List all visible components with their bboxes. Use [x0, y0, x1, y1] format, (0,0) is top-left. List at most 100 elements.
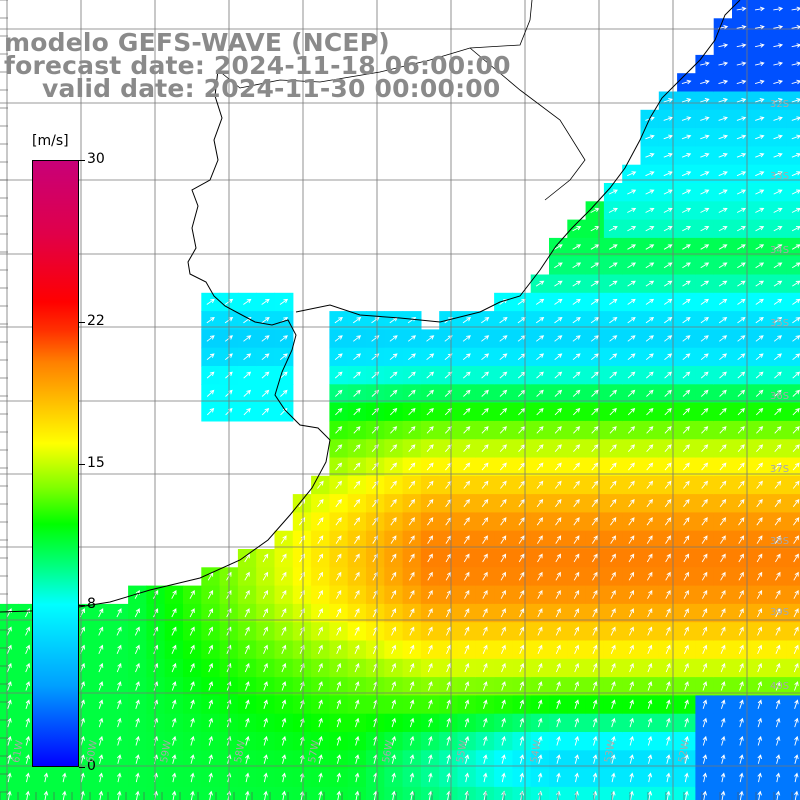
- wind-arrow: [775, 644, 781, 654]
- wind-arrow: [446, 699, 451, 709]
- wind-arrow: [335, 462, 343, 471]
- wind-arrow: [280, 553, 287, 563]
- wind-arrow: [554, 426, 562, 434]
- wind-arrow: [408, 498, 416, 508]
- wind-arrow: [684, 662, 689, 673]
- wind-arrow: [737, 280, 746, 287]
- wind-arrow: [555, 553, 561, 563]
- colorbar-tick-mark: [79, 160, 85, 161]
- wind-arrow: [535, 280, 545, 287]
- wind-arrow: [683, 626, 689, 636]
- title-forecast-date: forecast date: 2024-11-18 06:00:00: [4, 51, 511, 80]
- colorbar-tick-mark: [79, 322, 85, 323]
- wind-arrow: [664, 426, 672, 434]
- wind-arrow: [261, 353, 270, 361]
- wind-arrow: [664, 517, 672, 526]
- wind-arrow: [281, 662, 287, 673]
- wind-arrow: [80, 717, 85, 728]
- wind-arrow: [245, 790, 250, 800]
- wind-arrow: [720, 662, 726, 673]
- wind-arrow: [208, 772, 213, 783]
- wind-arrow: [774, 535, 781, 544]
- wind-arrow: [647, 772, 653, 783]
- wind-arrow: [464, 589, 470, 599]
- wind-arrow: [556, 735, 561, 746]
- wind-arrow: [408, 371, 416, 379]
- wind-arrow: [756, 553, 763, 563]
- wind-arrow: [98, 662, 104, 673]
- wind-arrow: [572, 298, 581, 305]
- wind-arrow: [701, 480, 708, 489]
- wind-arrow: [755, 317, 764, 324]
- wind-arrow: [663, 116, 674, 121]
- wind-arrow: [391, 772, 396, 783]
- wind-arrow: [336, 735, 342, 746]
- wind-arrow: [336, 626, 342, 636]
- wind-arrow: [718, 134, 728, 140]
- wind-arrow: [190, 699, 195, 709]
- wind-arrow: [535, 317, 545, 324]
- wind-arrow: [281, 699, 287, 709]
- wind-arrow: [757, 662, 763, 673]
- wind-arrow: [574, 644, 580, 654]
- wind-arrow: [775, 772, 781, 783]
- wind-arrow: [318, 790, 323, 800]
- wind-arrow: [720, 735, 726, 746]
- wind-arrow: [774, 371, 782, 379]
- wind-arrow: [263, 662, 268, 673]
- wind-arrow: [537, 735, 543, 746]
- wind-arrow: [775, 589, 781, 599]
- wind-arrow: [590, 298, 600, 305]
- wind-arrow: [627, 426, 636, 434]
- wind-arrow: [518, 480, 525, 489]
- wind-arrow: [608, 207, 618, 213]
- wind-arrow: [682, 407, 691, 416]
- wind-arrow: [627, 189, 637, 195]
- wind-arrow: [719, 517, 727, 526]
- wind-arrow: [574, 754, 580, 764]
- wind-arrow: [335, 498, 342, 508]
- wind-arrow: [389, 335, 398, 342]
- wind-arrow: [317, 571, 323, 581]
- wind-arrow: [665, 589, 671, 599]
- wind-arrow: [755, 226, 765, 232]
- wind-arrow: [464, 699, 470, 709]
- wind-arrow: [390, 426, 398, 434]
- wind-arrow: [409, 754, 415, 764]
- wind-arrow: [518, 553, 525, 563]
- latitude-label: 39S: [770, 607, 790, 618]
- wind-arrow: [683, 480, 690, 489]
- wind-arrow: [281, 571, 287, 581]
- wind-arrow: [482, 681, 488, 691]
- wind-arrow: [736, 61, 747, 67]
- wind-arrow: [117, 717, 122, 728]
- wind-arrow: [647, 790, 653, 800]
- wind-arrow: [610, 589, 616, 599]
- wind-arrow: [519, 735, 525, 746]
- wind-arrow: [755, 43, 765, 48]
- wind-arrow: [261, 389, 270, 397]
- wind-arrow: [555, 535, 562, 544]
- wind-arrow: [702, 699, 708, 709]
- wind-arrow: [684, 790, 689, 800]
- wind-arrow: [206, 353, 215, 361]
- wind-arrow: [299, 535, 305, 544]
- wind-arrow: [554, 298, 563, 305]
- wind-arrow: [645, 353, 654, 361]
- wind-arrow: [645, 298, 655, 305]
- wind-arrow: [555, 662, 561, 673]
- wind-arrow: [718, 207, 728, 213]
- wind-arrow: [792, 462, 800, 471]
- wind-arrow: [555, 626, 561, 636]
- wind-arrow: [7, 735, 12, 746]
- wind-arrow: [739, 681, 744, 691]
- wind-arrow: [171, 662, 177, 673]
- wind-arrow: [664, 389, 672, 397]
- wind-arrow: [299, 571, 305, 581]
- wind-arrow: [336, 699, 342, 709]
- wind-arrow: [645, 207, 655, 213]
- wind-arrow: [591, 371, 599, 379]
- wind-arrow: [665, 754, 671, 764]
- wind-arrow: [756, 444, 764, 453]
- wind-arrow: [555, 571, 561, 581]
